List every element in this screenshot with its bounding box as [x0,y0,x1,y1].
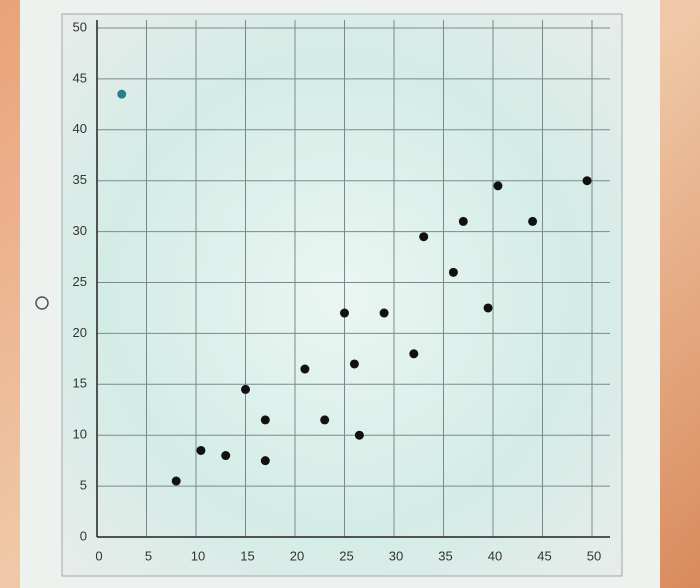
y-tick-label: 5 [80,478,87,493]
y-tick-label: 45 [73,70,87,85]
point [582,176,592,186]
x-tick-label: 40 [488,548,502,563]
point [117,89,127,99]
y-tick-label: 25 [73,274,87,289]
point [448,267,458,277]
y-tick-label: 10 [73,427,87,442]
x-tick-label: 30 [389,548,403,563]
point [419,232,429,242]
x-tick-label: 0 [95,548,102,563]
point [241,384,250,394]
point [260,415,270,425]
point [260,456,270,466]
radio-button[interactable] [35,296,49,310]
point [320,415,330,425]
x-tick-label: 45 [537,548,551,563]
point [483,303,493,313]
point [171,476,181,486]
x-tick-label: 50 [587,548,601,563]
x-tick-label: 25 [339,548,353,563]
point [221,451,231,461]
y-tick-label: 35 [73,172,87,187]
point [354,430,364,440]
point [349,359,359,369]
point [340,308,349,318]
y-tick-label: 20 [73,325,87,340]
x-tick-label: 20 [290,548,304,563]
point [528,216,538,226]
x-tick-label: 5 [145,548,152,563]
point [409,349,419,359]
y-tick-label: 40 [73,121,87,136]
plot-area: 0 5 10 15 20 25 30 35 40 45 50 0 5 10 15 20 25 30 35 40 45 50 [73,19,610,563]
y-tick-label: 0 [80,528,87,543]
point [493,181,503,191]
plot-frame [61,13,623,577]
point [379,308,389,318]
point [458,216,468,226]
point [300,364,310,374]
x-tick-label: 10 [191,548,205,563]
point [196,445,206,455]
y-tick-label: 50 [73,19,87,34]
x-tick-label: 15 [240,548,254,563]
x-tick-label: 35 [438,548,452,563]
y-tick-label: 30 [73,223,87,238]
y-tick-label: 15 [73,376,87,391]
